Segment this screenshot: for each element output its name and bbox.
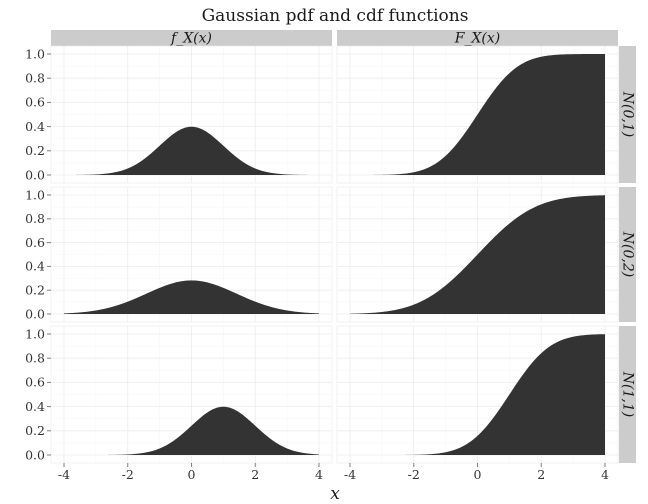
y-tick-label: 0.0 bbox=[25, 306, 45, 321]
row-strip bbox=[619, 326, 636, 463]
row-strip-label: N(1,1) bbox=[620, 371, 636, 417]
x-tick-label: 0 bbox=[474, 467, 482, 482]
panel bbox=[50, 325, 333, 464]
y-tick-label: 0.6 bbox=[25, 95, 45, 110]
panel bbox=[336, 45, 619, 184]
y-tick-label: 0.4 bbox=[25, 119, 45, 134]
x-axis-title: x bbox=[330, 484, 340, 504]
cdf-area bbox=[350, 334, 605, 455]
row-strip-label: N(0,1) bbox=[620, 91, 636, 137]
y-tick-label: 0.4 bbox=[25, 259, 45, 274]
panel bbox=[336, 186, 619, 323]
pdf-area bbox=[64, 406, 319, 455]
y-tick-label: 0.6 bbox=[25, 375, 45, 390]
y-tick-label: 0.0 bbox=[25, 447, 45, 462]
x-tick-label: -4 bbox=[344, 467, 356, 482]
column-strip-label: F_X(x) bbox=[454, 31, 501, 47]
row-strip bbox=[619, 46, 636, 183]
y-tick-label: 0.8 bbox=[25, 351, 45, 366]
cdf-area bbox=[350, 54, 605, 175]
y-tick-label: 0.2 bbox=[25, 143, 45, 158]
x-tick-label: 4 bbox=[601, 467, 609, 482]
y-tick-label: 0.8 bbox=[25, 71, 45, 86]
x-tick-label: 2 bbox=[251, 467, 259, 482]
x-tick-label: 4 bbox=[315, 467, 323, 482]
x-tick-label: -2 bbox=[122, 467, 134, 482]
column-strip bbox=[51, 30, 332, 46]
column-strip bbox=[337, 30, 618, 46]
y-tick-label: 0.2 bbox=[25, 423, 45, 438]
row-strip-label: N(0,2) bbox=[620, 231, 636, 277]
x-tick-label: -2 bbox=[408, 467, 420, 482]
y-tick-label: 0.8 bbox=[25, 211, 45, 226]
y-tick-label: 0.4 bbox=[25, 399, 45, 414]
panel bbox=[50, 186, 333, 323]
row-strip bbox=[619, 187, 636, 322]
y-tick-label: 0.2 bbox=[25, 283, 45, 298]
x-tick-label: 0 bbox=[188, 467, 196, 482]
pdf-area bbox=[64, 126, 319, 175]
y-tick-label: 1.0 bbox=[25, 187, 45, 202]
chart-title: Gaussian pdf and cdf functions bbox=[202, 6, 469, 26]
panel bbox=[50, 45, 333, 184]
cdf-area bbox=[350, 195, 605, 314]
panel bbox=[336, 325, 619, 464]
panel-grid: f_X(x) F_X(x) N(0,1) N(0,2) N(1,1) 0.0 0.2 0.4 0… bbox=[25, 30, 636, 482]
y-tick-label: 0.0 bbox=[25, 167, 45, 182]
x-tick-label: 2 bbox=[537, 467, 545, 482]
x-tick-label: -4 bbox=[58, 467, 70, 482]
column-strip-label: f_X(x) bbox=[170, 31, 212, 47]
y-tick-label: 0.6 bbox=[25, 235, 45, 250]
y-tick-label: 1.0 bbox=[25, 326, 45, 341]
y-tick-label: 1.0 bbox=[25, 46, 45, 61]
pdf-area bbox=[64, 280, 319, 314]
